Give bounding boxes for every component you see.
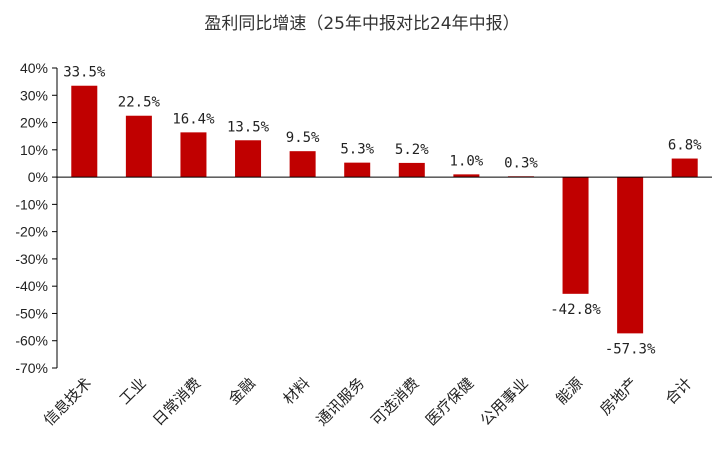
x-tick-label: 信息技术 (40, 374, 95, 429)
y-tick-label: -60% (15, 333, 48, 349)
x-tick-label: 能源 (552, 374, 586, 408)
bar (562, 177, 589, 294)
y-tick-label: -40% (15, 278, 48, 294)
y-axis: 40% 30% 20% 10% 0% -10% -20% -30% -40% -50% -60% -7… (15, 60, 58, 376)
data-label: 33.5% (63, 65, 106, 81)
x-tick-label: 医疗保健 (422, 374, 477, 429)
bar (235, 140, 262, 178)
data-label: 22.5% (118, 95, 161, 111)
data-labels: 33.5% 22.5% 16.4% 13.5% 9.5% 5.3% 5.2% 1.0% 0.3%… (63, 65, 702, 358)
y-tick-label: 30% (20, 87, 48, 103)
y-tick-label: -30% (15, 251, 48, 267)
chart-title: 盈利同比增速（25年中报对比24年中报） (204, 14, 519, 34)
data-label: 16.4% (172, 111, 215, 127)
y-tick-label: 0% (28, 169, 48, 185)
data-label: 9.5% (286, 130, 320, 146)
x-tick-label: 可选消费 (367, 374, 422, 429)
bar (71, 85, 98, 178)
bar (344, 162, 371, 178)
x-tick-label: 日常消费 (149, 374, 204, 429)
x-tick-label: 通讯服务 (313, 374, 368, 429)
data-label: 5.2% (395, 142, 429, 158)
data-label: 6.8% (668, 138, 702, 154)
y-tick-label: -50% (15, 305, 48, 321)
data-label: -42.8% (550, 302, 601, 318)
data-label: 0.3% (504, 155, 538, 171)
y-tick-label: -70% (15, 360, 48, 376)
x-tick-label: 工业 (116, 374, 150, 408)
y-tick-label: 20% (20, 115, 48, 131)
x-axis: 信息技术 工业 日常消费 金融 材料 通讯服务 可选消费 医疗保健 公用事业 能源 房地产 合计 (40, 176, 712, 429)
data-label: -57.3% (605, 341, 656, 357)
x-tick-label: 公用事业 (477, 374, 532, 429)
x-tick-label: 金融 (225, 374, 259, 408)
bar (289, 151, 316, 178)
bar (453, 174, 480, 178)
bar (671, 158, 698, 178)
bar (617, 177, 644, 334)
y-tick-label: -20% (15, 224, 48, 240)
bar (125, 115, 152, 178)
y-tick-label: -10% (15, 196, 48, 212)
x-tick-label: 房地产 (596, 374, 641, 419)
bars (71, 85, 698, 334)
x-tick-label: 材料 (280, 374, 314, 408)
y-tick-label: 40% (20, 60, 48, 76)
bar (180, 132, 207, 178)
bar (398, 162, 425, 178)
data-label: 13.5% (227, 119, 270, 135)
data-label: 5.3% (340, 142, 374, 158)
data-label: 1.0% (450, 153, 484, 169)
y-tick-label: 10% (20, 142, 48, 158)
x-tick-label: 合计 (662, 374, 696, 408)
